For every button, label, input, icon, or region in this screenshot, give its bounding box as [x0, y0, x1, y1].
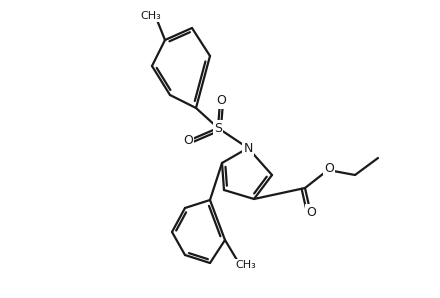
Text: O: O [324, 162, 334, 176]
Text: N: N [243, 142, 253, 154]
Text: CH₃: CH₃ [236, 260, 257, 270]
Text: S: S [214, 122, 222, 134]
Text: CH₃: CH₃ [141, 11, 161, 21]
Text: O: O [183, 134, 193, 148]
Text: O: O [216, 94, 226, 108]
Text: O: O [306, 206, 316, 218]
